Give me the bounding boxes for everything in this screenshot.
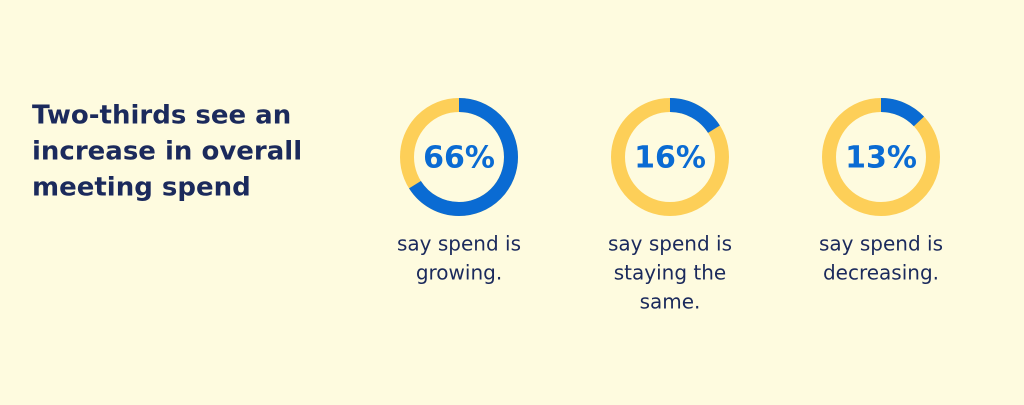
- donut-arc: [611, 98, 729, 216]
- donut-arc: [822, 98, 940, 216]
- title-line: increase in overall: [32, 137, 302, 167]
- caption-line: say spend is: [819, 232, 943, 256]
- caption-line: say spend is: [608, 232, 732, 256]
- title-line: meeting spend: [32, 173, 251, 203]
- caption-line: same.: [640, 290, 701, 314]
- caption-line: growing.: [416, 261, 502, 285]
- donut-arc: [400, 98, 518, 216]
- value-label: 66%: [423, 141, 495, 176]
- caption-line: decreasing.: [823, 261, 939, 285]
- caption-line: say spend is: [397, 232, 521, 256]
- caption-line: staying the: [614, 261, 726, 285]
- value-label: 16%: [634, 141, 706, 176]
- value-label: 13%: [845, 141, 917, 176]
- title-line: Two-thirds see an: [32, 101, 291, 131]
